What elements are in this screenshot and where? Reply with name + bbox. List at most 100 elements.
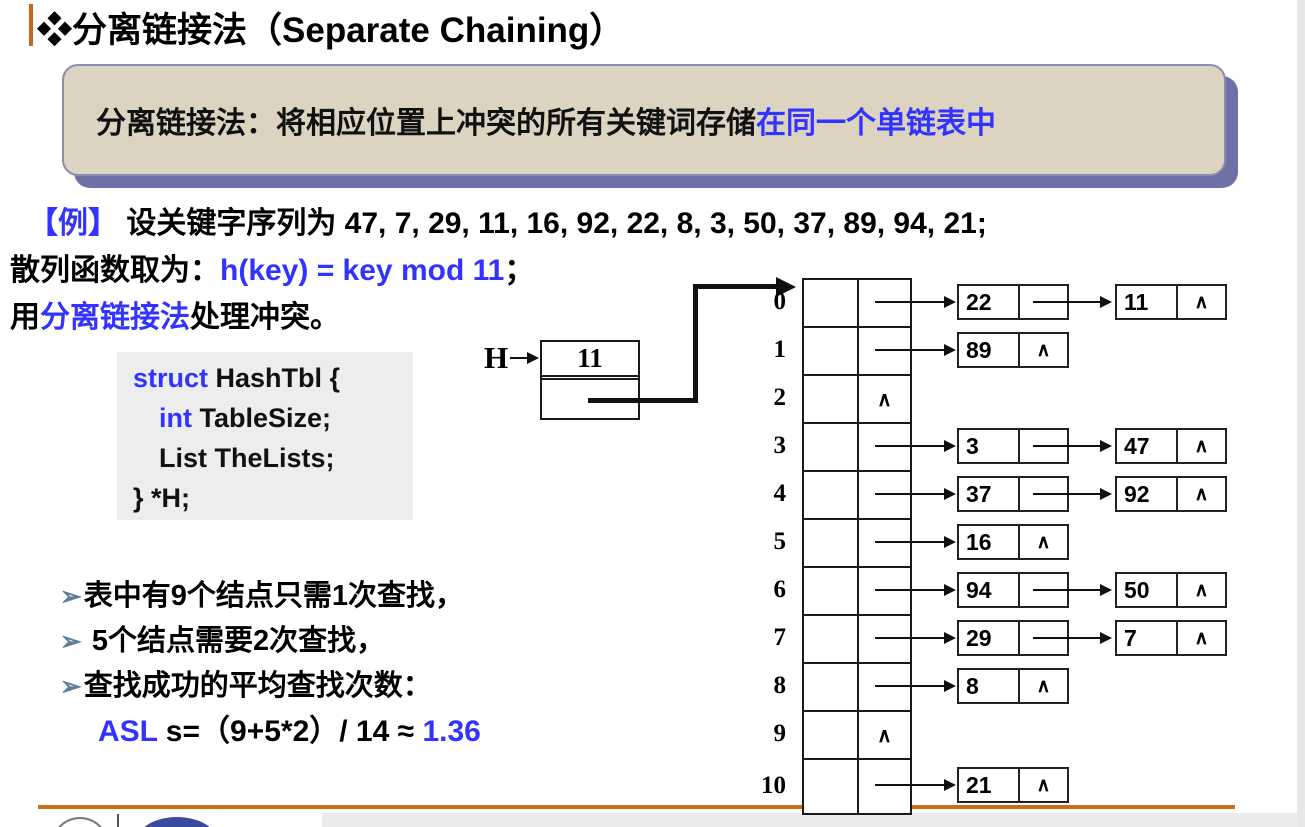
note-line-2: ➢ 5个结点需要2次查找，	[60, 619, 481, 664]
node-next-pointer: ∧	[1178, 478, 1225, 510]
list-node: 92 ∧	[1115, 476, 1227, 512]
arrow-bullet-icon: ➢	[60, 671, 82, 701]
chain-arrow	[875, 779, 956, 791]
node-value: 11	[1117, 286, 1178, 318]
null-pointer-marker: ∧	[1036, 675, 1051, 697]
bucket-data-cell	[804, 616, 859, 662]
chain-arrow	[875, 680, 956, 692]
list-node: 7 ∧	[1115, 620, 1227, 656]
node-next-pointer: ∧	[1178, 574, 1225, 606]
chain-arrow	[875, 488, 956, 500]
node-next-pointer: ∧	[1178, 622, 1225, 654]
node-next-pointer: ∧	[1020, 769, 1067, 801]
bucket-row-1	[804, 328, 910, 376]
chain-arrow	[875, 296, 956, 308]
example-paragraph: 【例】 设关键字序列为 47, 7, 29, 11, 16, 92, 22, 8…	[10, 200, 987, 341]
bucket-index: 2	[773, 384, 787, 411]
node-value: 29	[959, 622, 1020, 654]
null-pointer-marker: ∧	[1036, 531, 1051, 553]
hash-fn-suffix: ；	[504, 254, 535, 287]
list-node: 50 ∧	[1115, 572, 1227, 608]
bucket-row-4	[804, 472, 910, 520]
chain-arrow	[1033, 488, 1112, 500]
chain-arrow	[875, 632, 956, 644]
node-next-pointer: ∧	[1178, 286, 1225, 318]
asl-label: ASL	[98, 715, 158, 748]
example-line2: 散列函数取为：h(key) = key mod 11；	[10, 247, 987, 294]
code-line-1: struct HashTbl {	[133, 358, 413, 398]
list-node: 8 ∧	[957, 668, 1069, 704]
thelists-arrowhead	[776, 277, 796, 297]
method-suffix: 处理冲突。	[190, 301, 340, 334]
analysis-notes: ➢表中有9个结点只需1次查找， ➢ 5个结点需要2次查找， ➢查找成功的平均查找…	[60, 574, 481, 754]
list-node: 16 ∧	[957, 524, 1069, 560]
node-value: 47	[1117, 430, 1178, 462]
bucket-data-cell	[804, 280, 859, 326]
null-pointer-marker: ∧	[1036, 774, 1051, 796]
code-snippet: struct HashTbl { int TableSize; List The…	[117, 352, 413, 520]
bucket-data-cell	[804, 568, 859, 614]
diamond-bullet-icon: ❖	[37, 11, 73, 50]
node-next-pointer: ∧	[1020, 526, 1067, 558]
bucket-ptr-cell	[859, 280, 910, 326]
thelists-arrow-seg3	[693, 284, 778, 289]
footer-logo-divider	[117, 814, 119, 827]
footer-logo-seal	[52, 817, 108, 827]
node-value: 37	[959, 478, 1020, 510]
bucket-row-5	[804, 520, 910, 568]
node-value: 8	[959, 670, 1020, 702]
note-line-3: ➢查找成功的平均查找次数：	[60, 664, 481, 709]
viewer-bottom-edge	[322, 813, 1297, 827]
bucket-data-cell	[804, 472, 859, 518]
definition-text-black: 分离链接法：将相应位置上冲突的所有关键词存储	[96, 107, 756, 140]
hashtbl-struct-box: 11	[540, 340, 640, 420]
bucket-data-cell	[804, 328, 859, 374]
bucket-data-cell	[804, 424, 859, 470]
bucket-row-10	[804, 760, 910, 813]
node-value: 21	[959, 769, 1020, 801]
thelists-arrow-seg1	[588, 398, 698, 403]
note-line-3-text: 查找成功的平均查找次数：	[83, 670, 432, 702]
bucket-index: 0	[773, 288, 787, 315]
code-line-2: int TableSize;	[133, 398, 413, 438]
list-node: 11 ∧	[1115, 284, 1227, 320]
example-label: 【例】	[28, 207, 118, 240]
bucket-row-0	[804, 280, 910, 328]
asl-result: 1.36	[422, 715, 481, 748]
bucket-index: 6	[773, 576, 787, 603]
chain-arrow	[1033, 632, 1112, 644]
tablesize-cell: 11	[542, 342, 638, 380]
bucket-row-2: ∧	[804, 376, 910, 424]
null-pointer-marker: ∧	[877, 388, 892, 411]
bucket-ptr-cell	[859, 472, 910, 518]
method-name: 分离链接法	[40, 301, 190, 334]
node-value: 50	[1117, 574, 1178, 606]
bucket-index: 10	[761, 772, 786, 799]
bucket-index: 4	[773, 480, 787, 507]
bucket-ptr-cell	[859, 664, 910, 710]
h-pointer-label: H	[484, 340, 509, 375]
bucket-index: 5	[773, 528, 787, 555]
asl-formula: ASL s=（9+5*2）/ 14 ≈ 1.36	[60, 709, 481, 754]
bucket-data-cell	[804, 376, 859, 422]
bucket-ptr-cell	[859, 424, 910, 470]
bucket-ptr-cell: ∧	[859, 712, 910, 758]
bucket-ptr-cell: ∧	[859, 376, 910, 422]
node-value: 7	[1117, 622, 1178, 654]
viewer-right-edge	[1297, 0, 1305, 827]
hash-function: h(key) = key mod 11	[220, 254, 505, 287]
footer-rule	[38, 805, 1235, 809]
list-node: 47 ∧	[1115, 428, 1227, 464]
chain-arrow	[1033, 296, 1112, 308]
node-value: 22	[959, 286, 1020, 318]
definition-text-blue: 在同一个单链表中	[756, 107, 996, 140]
null-pointer-marker: ∧	[877, 724, 892, 747]
code-line-4: } *H;	[133, 483, 191, 513]
footer-logo-emblem	[137, 817, 217, 827]
list-node: 89 ∧	[957, 332, 1069, 368]
node-next-pointer: ∧	[1020, 334, 1067, 366]
keyword-struct: struct	[133, 363, 209, 393]
chain-arrow	[875, 440, 956, 452]
bucket-data-cell	[804, 664, 859, 710]
